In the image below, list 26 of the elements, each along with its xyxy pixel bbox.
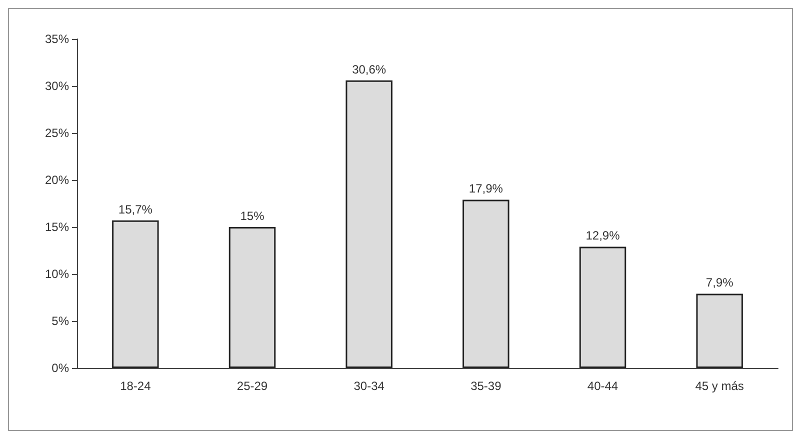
- y-tick-label: 35%: [44, 32, 70, 46]
- y-tick-label: 30%: [44, 79, 70, 93]
- x-tick-label: 25-29: [236, 379, 268, 393]
- data-label: 7,9%: [706, 276, 734, 290]
- bar: [228, 227, 276, 368]
- x-tick-label: 40-44: [587, 379, 618, 393]
- y-tick-label: 20%: [44, 173, 70, 187]
- bar: [579, 246, 626, 368]
- x-tick-label: 30-34: [354, 379, 385, 393]
- data-label: 12,9%: [586, 228, 620, 243]
- y-tick-label: 10%: [44, 267, 70, 281]
- y-tick-label: 5%: [52, 314, 70, 328]
- x-tick-label: 45 y más: [695, 379, 744, 393]
- x-tick-label: 18-24: [120, 379, 152, 393]
- data-label: 30,6%: [352, 62, 386, 76]
- y-tick-label: 15%: [44, 220, 70, 234]
- y-tick-label: 0%: [52, 361, 70, 375]
- bar: [346, 80, 392, 368]
- y-tick-label: 25%: [44, 126, 70, 140]
- data-label: 17,9%: [468, 182, 504, 196]
- x-tick-label: 35-39: [470, 379, 502, 393]
- data-label: 15,7%: [118, 202, 153, 216]
- bar: [462, 200, 510, 368]
- data-label: 15%: [240, 209, 265, 223]
- bar: [112, 220, 159, 368]
- bar: [696, 294, 743, 368]
